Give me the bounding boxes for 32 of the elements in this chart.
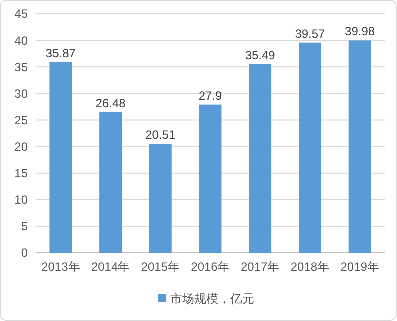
data-label: 20.51 <box>146 128 176 142</box>
bar <box>348 40 372 253</box>
x-tick-label: 2019年 <box>340 260 380 274</box>
y-tick-label: 40 <box>14 34 28 48</box>
x-tick-label: 2015年 <box>141 260 180 274</box>
bar <box>50 62 72 253</box>
data-label: 26.48 <box>96 96 126 110</box>
y-tick-label: 10 <box>14 193 28 208</box>
y-tick-label: 25 <box>14 113 28 128</box>
data-label: 35.87 <box>46 46 76 60</box>
y-tick-label: 30 <box>14 86 28 101</box>
bar <box>298 42 322 253</box>
y-tick-label: 35 <box>14 60 28 74</box>
y-tick-label: 20 <box>14 140 28 154</box>
bar <box>100 112 122 253</box>
x-tick-label: 2016年 <box>191 260 230 274</box>
y-tick-label: 15 <box>14 166 28 181</box>
y-tick-label: 45 <box>14 7 28 22</box>
x-tick-label: 2013年 <box>42 260 80 274</box>
legend-label: 市场规模，亿元 <box>170 292 254 306</box>
x-tick-label: 2017年 <box>241 260 280 274</box>
data-label: 39.57 <box>295 26 326 41</box>
y-tick-label: 0 <box>21 246 28 260</box>
data-label: 27.9 <box>198 88 222 103</box>
y-tick-label: 5 <box>21 220 28 234</box>
bar <box>249 64 272 253</box>
data-label: 39.98 <box>345 24 376 39</box>
x-tick-label: 2018年 <box>290 260 330 274</box>
bar <box>149 144 172 253</box>
x-tick-label: 2014年 <box>91 260 130 274</box>
data-label: 35.49 <box>245 48 276 63</box>
bar <box>199 104 222 253</box>
